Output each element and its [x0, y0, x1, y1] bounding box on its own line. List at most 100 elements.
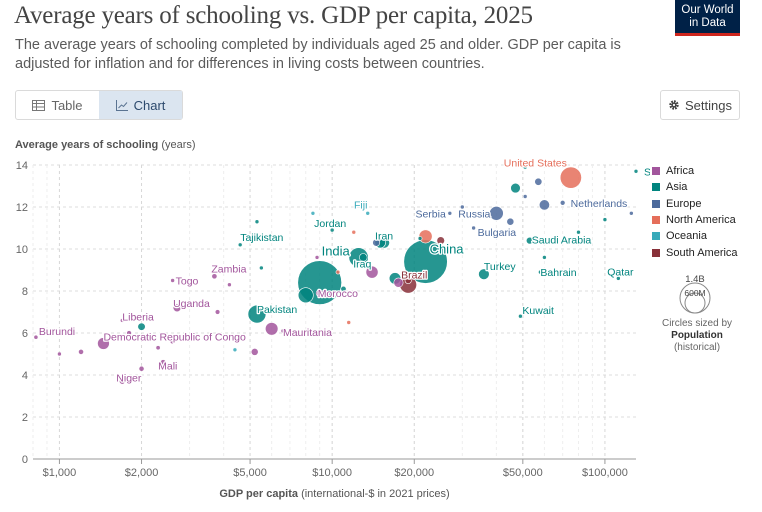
data-point: [214, 309, 221, 315]
data-point: [138, 365, 145, 372]
data-point: [227, 282, 232, 288]
data-point: [404, 277, 412, 284]
legend-label: Asia: [666, 181, 688, 194]
point-label: Zambia: [211, 263, 246, 275]
data-point: [542, 255, 547, 260]
legend-item-oceania[interactable]: Oceania: [652, 228, 738, 244]
data-point: [417, 236, 423, 241]
data-point: [576, 229, 581, 235]
legend-item-north-america[interactable]: North America: [652, 212, 738, 228]
point-united-states: [559, 166, 582, 189]
owid-logo[interactable]: Our World in Data: [675, 0, 740, 36]
legend-label: North America: [666, 214, 736, 227]
legend-swatch: [652, 183, 660, 192]
point-democratic-republic-of-congo: [97, 337, 110, 350]
point-label: Togo: [176, 276, 199, 288]
legend-item-africa[interactable]: Africa: [652, 163, 738, 179]
tab-chart[interactable]: Chart: [99, 91, 182, 119]
data-point: [351, 229, 357, 235]
x-tick-label: $5,000: [233, 467, 267, 479]
size-legend-circles: 1.4B 600M: [679, 274, 711, 314]
point-label: Democratic Republic of Congo: [103, 332, 246, 344]
size-legend-max-label: 1.4B: [685, 274, 705, 285]
x-axis-title: GDP per capita (international-$ in 2021 …: [219, 488, 449, 500]
legend-swatch: [652, 216, 660, 225]
point-liberia: [119, 318, 125, 323]
chart-subtitle: The average years of schooling completed…: [15, 37, 621, 72]
view-tabs: Table Chart: [15, 90, 183, 120]
data-point: [187, 301, 192, 306]
legend-label: Oceania: [666, 230, 707, 243]
legend-item-south-america[interactable]: South America: [652, 244, 738, 260]
data-point: [297, 287, 314, 304]
settings-button[interactable]: Settings: [660, 90, 740, 120]
x-axis-unit: (international-$ in 2021 prices): [301, 488, 450, 500]
data-point: [250, 348, 259, 356]
point-singapore: [633, 169, 639, 174]
point-label: Burundi: [39, 326, 75, 338]
size-note-variable: Population: [671, 330, 723, 341]
legend-item-europe[interactable]: Europe: [652, 196, 738, 212]
point-label: Morocco: [318, 288, 358, 300]
point-turkey: [478, 268, 490, 280]
point-mali: [160, 359, 167, 366]
settings-label: Settings: [685, 97, 732, 113]
legend-item-asia[interactable]: Asia: [652, 179, 738, 195]
point-label: Brazil: [401, 270, 427, 282]
point-label: Fiji: [354, 199, 367, 211]
point-jordan: [329, 227, 335, 233]
point-label: China: [430, 242, 465, 257]
y-tick-label: 10: [16, 244, 28, 256]
data-point: [436, 236, 445, 245]
x-tick-label: $1,000: [43, 467, 77, 479]
chart-title: Average years of schooling vs. GDP per c…: [14, 2, 533, 29]
point-kuwait: [518, 313, 523, 319]
data-point: [538, 199, 550, 211]
point-serbia: [447, 211, 453, 216]
data-point: [418, 229, 433, 244]
point-zambia: [211, 273, 218, 280]
data-point: [365, 265, 379, 279]
data-point: [254, 219, 260, 224]
point-label: Netherlands: [571, 198, 628, 210]
data-point: [57, 351, 62, 357]
data-point: [340, 285, 347, 292]
point-pakistan: [247, 304, 267, 324]
point-label: Iran: [375, 231, 393, 243]
point-label: Mali: [158, 360, 177, 372]
data-point: [155, 345, 161, 351]
size-legend: 1.4B 600M: [650, 272, 740, 319]
point-bahrain: [538, 269, 543, 275]
x-tick-label: $50,000: [503, 467, 543, 479]
point-togo: [170, 278, 175, 283]
data-point: [556, 162, 562, 168]
point-mauritania: [280, 328, 286, 334]
size-legend-circle-small: [684, 292, 706, 314]
data-point: [506, 217, 515, 226]
point-label: Pakistan: [257, 304, 297, 316]
gear-icon: [669, 100, 679, 110]
legend-swatch: [652, 199, 660, 208]
legend-label: Africa: [666, 165, 695, 178]
point-label: Bahrain: [540, 267, 576, 279]
data-point: [126, 330, 132, 336]
legend-swatch: [652, 167, 660, 176]
data-point: [534, 177, 543, 186]
tab-table[interactable]: Table: [16, 91, 99, 119]
data-point: [393, 277, 404, 288]
y-tick-label: 8: [22, 286, 28, 298]
y-axis-unit: (years): [161, 139, 195, 151]
data-point: [310, 211, 316, 216]
data-point: [460, 204, 465, 210]
point-niger: [119, 378, 126, 385]
data-point: [259, 265, 264, 271]
point-morocco: [315, 289, 324, 297]
legend-swatch: [652, 248, 660, 257]
data-point: [137, 322, 146, 331]
chart-icon: [115, 99, 128, 111]
point-label: Liberia: [122, 311, 154, 323]
point-label: India: [322, 244, 351, 259]
point-label: Serbia: [415, 208, 446, 220]
point-saudi-arabia: [525, 236, 534, 245]
point-label: Uganda: [173, 298, 210, 310]
